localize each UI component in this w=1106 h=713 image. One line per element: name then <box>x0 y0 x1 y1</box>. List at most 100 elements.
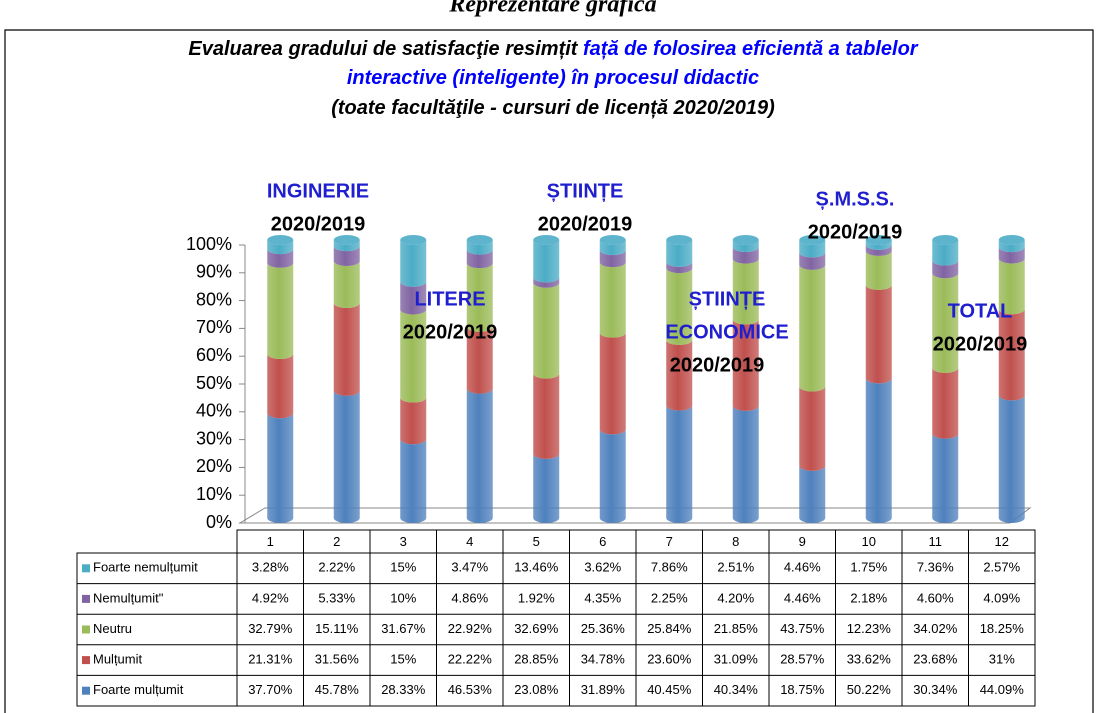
title-part: Evaluarea gradului de satisfacţie resimț… <box>188 38 583 60</box>
bar-segment <box>865 284 892 384</box>
bar-segment <box>400 240 427 287</box>
value-label: 15.11% <box>315 621 359 636</box>
value-label: 4.35% <box>584 590 621 605</box>
value-label: 31.89% <box>581 682 626 697</box>
value-label: 28.85% <box>514 652 559 667</box>
value-label: 22.92% <box>448 621 493 636</box>
annotation-name: TOTAL <box>948 300 1013 322</box>
value-label: 18.25% <box>980 621 1025 636</box>
value-label: 12.23% <box>847 621 892 636</box>
value-label: 4.20% <box>717 590 754 605</box>
value-label: 4.46% <box>784 560 821 575</box>
annotation-name: INGINERIE <box>267 180 369 202</box>
value-label: 40.45% <box>647 682 692 697</box>
legend-label: Foarte nemulțumit <box>93 560 198 575</box>
bar-segment <box>998 258 1025 315</box>
bar-segment <box>466 240 493 255</box>
legend-swatch <box>82 686 90 695</box>
y-tick-label: 0% <box>206 512 232 532</box>
value-label: 23.60% <box>647 652 692 667</box>
value-label: 34.02% <box>913 621 958 636</box>
x-tick-label: 7 <box>666 534 673 549</box>
annotation-name: LITERE <box>414 288 485 310</box>
annotation-period: 2020/2019 <box>933 333 1028 355</box>
bar-cap <box>333 235 360 245</box>
chart-title: Evaluarea gradului de satisfacţie resimț… <box>188 38 918 60</box>
x-tick-label: 11 <box>929 534 943 549</box>
value-label: 23.68% <box>913 652 958 667</box>
bar-segment <box>400 281 427 315</box>
annotation-period: 2020/2019 <box>670 354 765 376</box>
bar-segment <box>466 263 493 332</box>
x-tick-label: 5 <box>533 534 540 549</box>
value-label: 1.92% <box>518 590 555 605</box>
legend-label: Neutru <box>93 621 132 636</box>
y-tick-label: 70% <box>196 317 232 337</box>
value-label: 3.28% <box>252 560 289 575</box>
bar-segment <box>333 302 360 396</box>
value-label: 4.60% <box>917 590 954 605</box>
value-label: 31.09% <box>714 652 759 667</box>
bar-segment <box>533 373 560 459</box>
annotation-period: 2020/2019 <box>271 213 366 235</box>
value-label: 33.62% <box>847 652 892 667</box>
bar-segment <box>998 395 1025 523</box>
annotation-name: ȘTIINȚE <box>689 288 766 310</box>
y-tick-label: 80% <box>196 289 232 309</box>
x-tick-label: 2 <box>333 534 340 549</box>
value-label: 46.53% <box>448 682 493 697</box>
bar-segment <box>932 240 959 266</box>
value-label: 22.22% <box>448 652 493 667</box>
floor <box>238 507 1032 524</box>
legend-label: Nemulțumit" <box>93 590 164 605</box>
value-label: 28.33% <box>381 682 426 697</box>
bar-segment <box>799 240 826 258</box>
bar-segment <box>666 268 693 345</box>
bar-segment <box>732 240 759 253</box>
bar-segment <box>666 261 693 274</box>
value-label: 21.31% <box>248 652 293 667</box>
x-tick-label: 3 <box>400 534 407 549</box>
bar-segment <box>533 282 560 379</box>
value-label: 10% <box>390 590 416 605</box>
bar-segment <box>865 244 892 256</box>
bar-segment <box>599 332 626 435</box>
bar-segment <box>932 273 959 373</box>
value-label: 31.67% <box>381 621 426 636</box>
bar-segment <box>267 249 294 268</box>
x-tick-label: 1 <box>267 534 274 549</box>
value-label: 50.22% <box>847 682 892 697</box>
value-label: 4.09% <box>983 590 1020 605</box>
bar-segment <box>466 326 493 394</box>
bar-segment <box>466 249 493 269</box>
bar-segment <box>400 439 427 523</box>
x-tick-label: 9 <box>799 534 806 549</box>
bar-cap <box>400 235 427 245</box>
bar-cap <box>599 235 626 245</box>
value-label: 3.47% <box>451 560 488 575</box>
bar-segment <box>267 353 294 419</box>
legend-swatch <box>82 625 90 634</box>
bar-segment <box>599 250 626 268</box>
value-label: 40.34% <box>714 682 759 697</box>
bar-segment <box>932 260 959 279</box>
value-label: 23.08% <box>514 682 559 697</box>
title-part: interactive (inteligente) în procesul di… <box>347 67 759 89</box>
x-tick-label: 12 <box>995 534 1009 549</box>
bar-segment <box>799 465 826 523</box>
bar-segment <box>799 264 826 392</box>
bar-cap <box>799 235 826 246</box>
bar-segment <box>932 433 959 523</box>
y-tick-label: 100% <box>186 234 232 254</box>
bar-segment <box>466 388 493 523</box>
bar-segment <box>799 386 826 471</box>
value-label: 15% <box>390 560 416 575</box>
bar-cap <box>865 235 892 245</box>
bar-segment <box>865 378 892 523</box>
value-label: 34.78% <box>581 652 626 667</box>
bar-segment <box>865 240 892 250</box>
value-label: 25.36% <box>581 621 626 636</box>
annotation-period: 2020/2019 <box>538 213 633 235</box>
bar-cap <box>666 235 693 245</box>
legend-swatch <box>82 594 90 603</box>
